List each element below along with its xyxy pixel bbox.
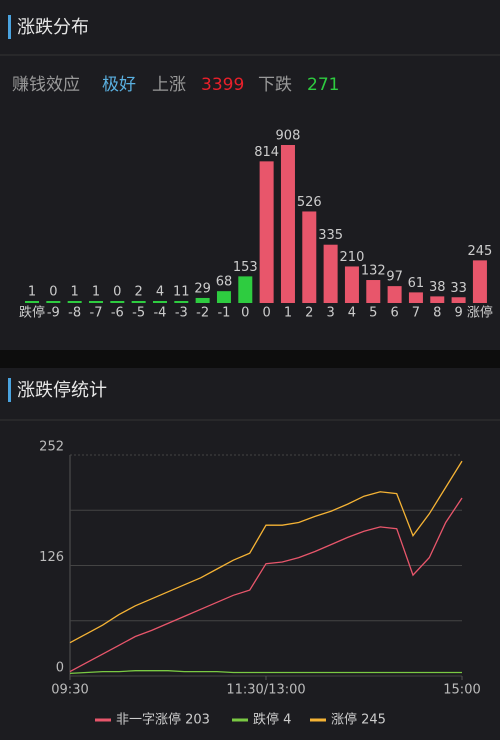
x-tick-label: -2	[196, 306, 209, 321]
bar	[238, 276, 253, 303]
bar	[152, 301, 167, 303]
bar-value-label: 0	[49, 285, 57, 300]
bar-value-label: 4	[156, 285, 164, 300]
bar-value-label: 0	[113, 285, 121, 300]
y-tick-label: 0	[56, 661, 64, 676]
bar	[430, 296, 445, 303]
bar	[408, 292, 423, 303]
bar-value-label: 526	[297, 195, 322, 210]
bar-value-label: 61	[408, 276, 425, 291]
bar-value-label: 210	[340, 250, 365, 265]
x-tick-label: 1	[284, 306, 292, 321]
panel-bg	[0, 368, 500, 740]
summary-label: 下跌	[258, 75, 292, 95]
x-tick-label: 15:00	[443, 683, 480, 698]
x-tick-label: 8	[433, 306, 441, 321]
x-tick-label: 3	[326, 306, 334, 321]
series-line	[69, 670, 462, 675]
header-accent	[8, 15, 11, 39]
bar	[67, 301, 82, 303]
series-line	[69, 497, 463, 673]
x-tick-label: 09:30	[51, 683, 88, 698]
bar-value-label: 908	[276, 129, 301, 144]
bar	[174, 301, 189, 303]
panel-title: 涨跌停统计	[17, 380, 107, 401]
x-tick-label: 11:30/13:00	[226, 683, 305, 698]
bar-value-label: 814	[254, 145, 279, 160]
x-tick-label: 6	[390, 306, 398, 321]
bar	[88, 301, 103, 303]
summary-value: 271	[307, 75, 339, 95]
x-tick-label: -7	[90, 306, 103, 321]
legend-label: 非一字涨停 203	[116, 712, 210, 728]
bar	[344, 266, 359, 303]
x-tick-label: 5	[369, 306, 377, 321]
bar-value-label: 1	[92, 285, 100, 300]
bar-value-label: 97	[386, 270, 403, 285]
bar-value-label: 245	[468, 244, 493, 259]
bar	[216, 291, 231, 303]
bar	[110, 301, 125, 303]
x-tick-label: 涨停	[467, 305, 493, 321]
summary-value: 3399	[201, 75, 244, 95]
bar	[451, 297, 466, 303]
bar	[131, 301, 146, 303]
x-tick-label: 跌停	[19, 305, 45, 321]
summary-label: 赚钱效应	[12, 75, 80, 95]
bar-value-label: 29	[194, 281, 211, 296]
x-tick-label: -3	[175, 306, 188, 321]
x-tick-label: 0	[262, 306, 270, 321]
x-tick-label: -1	[217, 306, 230, 321]
x-tick-label: -9	[47, 306, 60, 321]
bar-value-label: 2	[135, 285, 143, 300]
summary-value: 极好	[102, 75, 136, 95]
x-tick-label: -6	[111, 306, 124, 321]
bar	[472, 260, 487, 303]
bar	[387, 286, 402, 303]
x-tick-label: 4	[348, 306, 356, 321]
legend-label: 涨停 245	[331, 712, 386, 728]
bar-value-label: 38	[429, 280, 446, 295]
bar-value-label: 33	[450, 281, 467, 296]
bar	[323, 244, 338, 303]
x-tick-label: 9	[454, 306, 462, 321]
bar-value-label: 1	[71, 285, 79, 300]
panel-title: 涨跌分布	[17, 17, 89, 38]
summary-label: 上涨	[152, 75, 186, 95]
bar	[366, 280, 381, 303]
bar	[195, 297, 210, 303]
x-tick-label: -8	[68, 306, 81, 321]
bar	[25, 301, 39, 303]
bar-value-label: 68	[216, 275, 233, 290]
bar-value-label: 132	[361, 264, 386, 279]
header-accent	[8, 378, 11, 402]
bar	[46, 301, 61, 303]
x-tick-label: 7	[412, 306, 420, 321]
x-tick-label: 0	[241, 306, 249, 321]
x-tick-label: -5	[132, 306, 145, 321]
legend-label: 跌停 4	[253, 712, 291, 728]
series-line	[69, 460, 463, 644]
bar	[259, 161, 274, 303]
y-tick-label: 252	[39, 440, 64, 455]
bar	[280, 145, 295, 303]
bar-value-label: 335	[318, 228, 343, 243]
x-tick-label: -4	[153, 306, 166, 321]
y-tick-label: 126	[39, 550, 64, 565]
bar-value-label: 11	[173, 285, 190, 300]
x-tick-label: 2	[305, 306, 313, 321]
bar	[302, 211, 317, 303]
bar-value-label: 1	[28, 285, 36, 300]
bar-value-label: 153	[233, 260, 258, 275]
